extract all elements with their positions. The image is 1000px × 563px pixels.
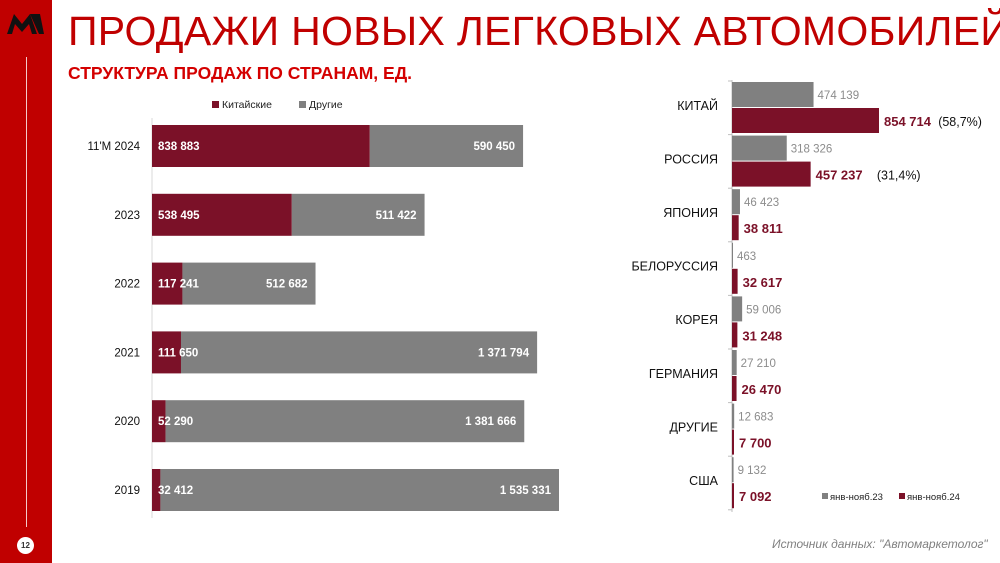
category-label: 11'M 2024	[88, 141, 141, 153]
category-label: 2023	[114, 210, 140, 222]
bar-other	[160, 469, 560, 511]
data-label-chinese: 111 650	[158, 347, 198, 359]
bar-chinese	[152, 125, 370, 167]
bar-2023	[732, 82, 814, 107]
bar-2023	[732, 242, 733, 268]
source-note: Источник данных: "Автомаркетолог"	[772, 537, 988, 551]
data-label-other: 511 422	[376, 210, 417, 222]
category-label: РОССИЯ	[664, 152, 718, 166]
bar-chinese	[152, 400, 166, 443]
sidebar: 12	[0, 0, 52, 563]
data-label-2024: 854 714	[884, 114, 932, 129]
category-label: КИТАЙ	[677, 98, 718, 113]
bar-chinese	[152, 193, 292, 236]
data-label-2024: 38 811	[744, 221, 783, 236]
legend-label: янв-нояб.23	[830, 492, 883, 503]
page-title: ПРОДАЖИ НОВЫХ ЛЕГКОВЫХ АВТОМОБИЛЕЙ	[68, 8, 1000, 54]
data-label-other: 1 535 331	[500, 485, 552, 497]
data-label-chinese: 52 290	[158, 416, 193, 428]
legend-swatch	[899, 493, 905, 499]
bar-2023	[732, 189, 740, 215]
share-annotation: (58,7%)	[938, 115, 982, 129]
page-subtitle: СТРУКТУРА ПРОДАЖ ПО СТРАНАМ, ЕД.	[68, 63, 413, 83]
category-label: ЯПОНИЯ	[663, 206, 718, 220]
bar-2023	[732, 403, 735, 429]
bar-2024	[732, 429, 734, 455]
bar-2024	[732, 215, 739, 241]
bar-other	[369, 125, 524, 167]
category-label: ГЕРМАНИЯ	[649, 367, 718, 381]
data-label-other: 512 682	[266, 279, 308, 291]
data-label-other: 1 381 666	[465, 416, 516, 428]
data-label-2024: 26 470	[742, 382, 782, 397]
data-label-2024: 7 092	[739, 489, 772, 504]
bar-2024	[732, 322, 738, 348]
bar-2024	[732, 108, 879, 133]
data-label-chinese: 538 495	[158, 210, 200, 222]
data-label-2024: 457 237	[816, 168, 863, 183]
legend-label: Другие	[309, 99, 343, 111]
data-label-2023: 46 423	[744, 197, 779, 209]
data-label-2023: 9 132	[738, 465, 767, 477]
category-label: БЕЛОРУССИЯ	[631, 260, 718, 274]
data-label-2023: 27 210	[741, 358, 776, 370]
stacked-bar-chart: Китайские Другие 11'M 2024 838 883 590 450 20…	[88, 99, 560, 518]
data-label-2024: 32 617	[743, 275, 783, 290]
logo-icon	[7, 14, 44, 34]
data-label-2023: 463	[737, 251, 756, 263]
bar-2023	[732, 350, 737, 375]
sidebar-divider	[26, 57, 27, 527]
category-label: 2022	[114, 279, 140, 291]
category-label: КОРЕЯ	[675, 313, 718, 327]
share-annotation: (31,4%)	[877, 169, 921, 183]
bar-other	[291, 193, 425, 236]
bar-2024	[732, 161, 811, 187]
bar-2024	[732, 376, 737, 401]
category-label: ДРУГИЕ	[669, 420, 718, 434]
bar-other	[165, 400, 525, 443]
category-label: США	[689, 474, 718, 488]
bar-chinese	[152, 469, 161, 511]
country-bar-chart: КИТАЙ 474 139 854 714 (58,7%) РОССИЯ 318 326 4…	[631, 80, 982, 512]
data-label-chinese: 117 241	[158, 279, 200, 291]
bar-chinese	[152, 331, 181, 374]
bar-2023	[732, 457, 734, 483]
bar-2023	[732, 135, 787, 161]
bar-other	[180, 331, 538, 374]
data-label-2023: 12 683	[738, 412, 773, 424]
legend-label: янв-нояб.24	[907, 492, 960, 503]
page-number: 12	[17, 537, 34, 554]
category-label: 2020	[114, 416, 140, 428]
data-label-chinese: 838 883	[158, 141, 200, 153]
category-label: 2019	[114, 485, 140, 497]
data-label-other: 590 450	[473, 141, 515, 153]
data-label-2024: 7 700	[739, 436, 772, 451]
legend-swatch	[822, 493, 828, 499]
legend-swatch	[299, 101, 306, 108]
category-label: 2021	[114, 347, 140, 359]
bar-other	[182, 262, 316, 305]
data-label-2023: 318 326	[791, 144, 833, 156]
bar-2024	[732, 268, 738, 294]
bar-2023	[732, 296, 743, 322]
data-label-2023: 474 139	[818, 90, 860, 102]
data-label-2023: 59 006	[746, 304, 781, 316]
legend-label: Китайские	[222, 99, 272, 111]
data-label-other: 1 371 794	[478, 347, 530, 359]
bar-chinese	[152, 262, 183, 305]
legend-swatch	[212, 101, 219, 108]
data-label-2024: 31 248	[742, 328, 782, 343]
data-label-chinese: 32 412	[158, 485, 193, 497]
bar-2024	[732, 483, 734, 509]
